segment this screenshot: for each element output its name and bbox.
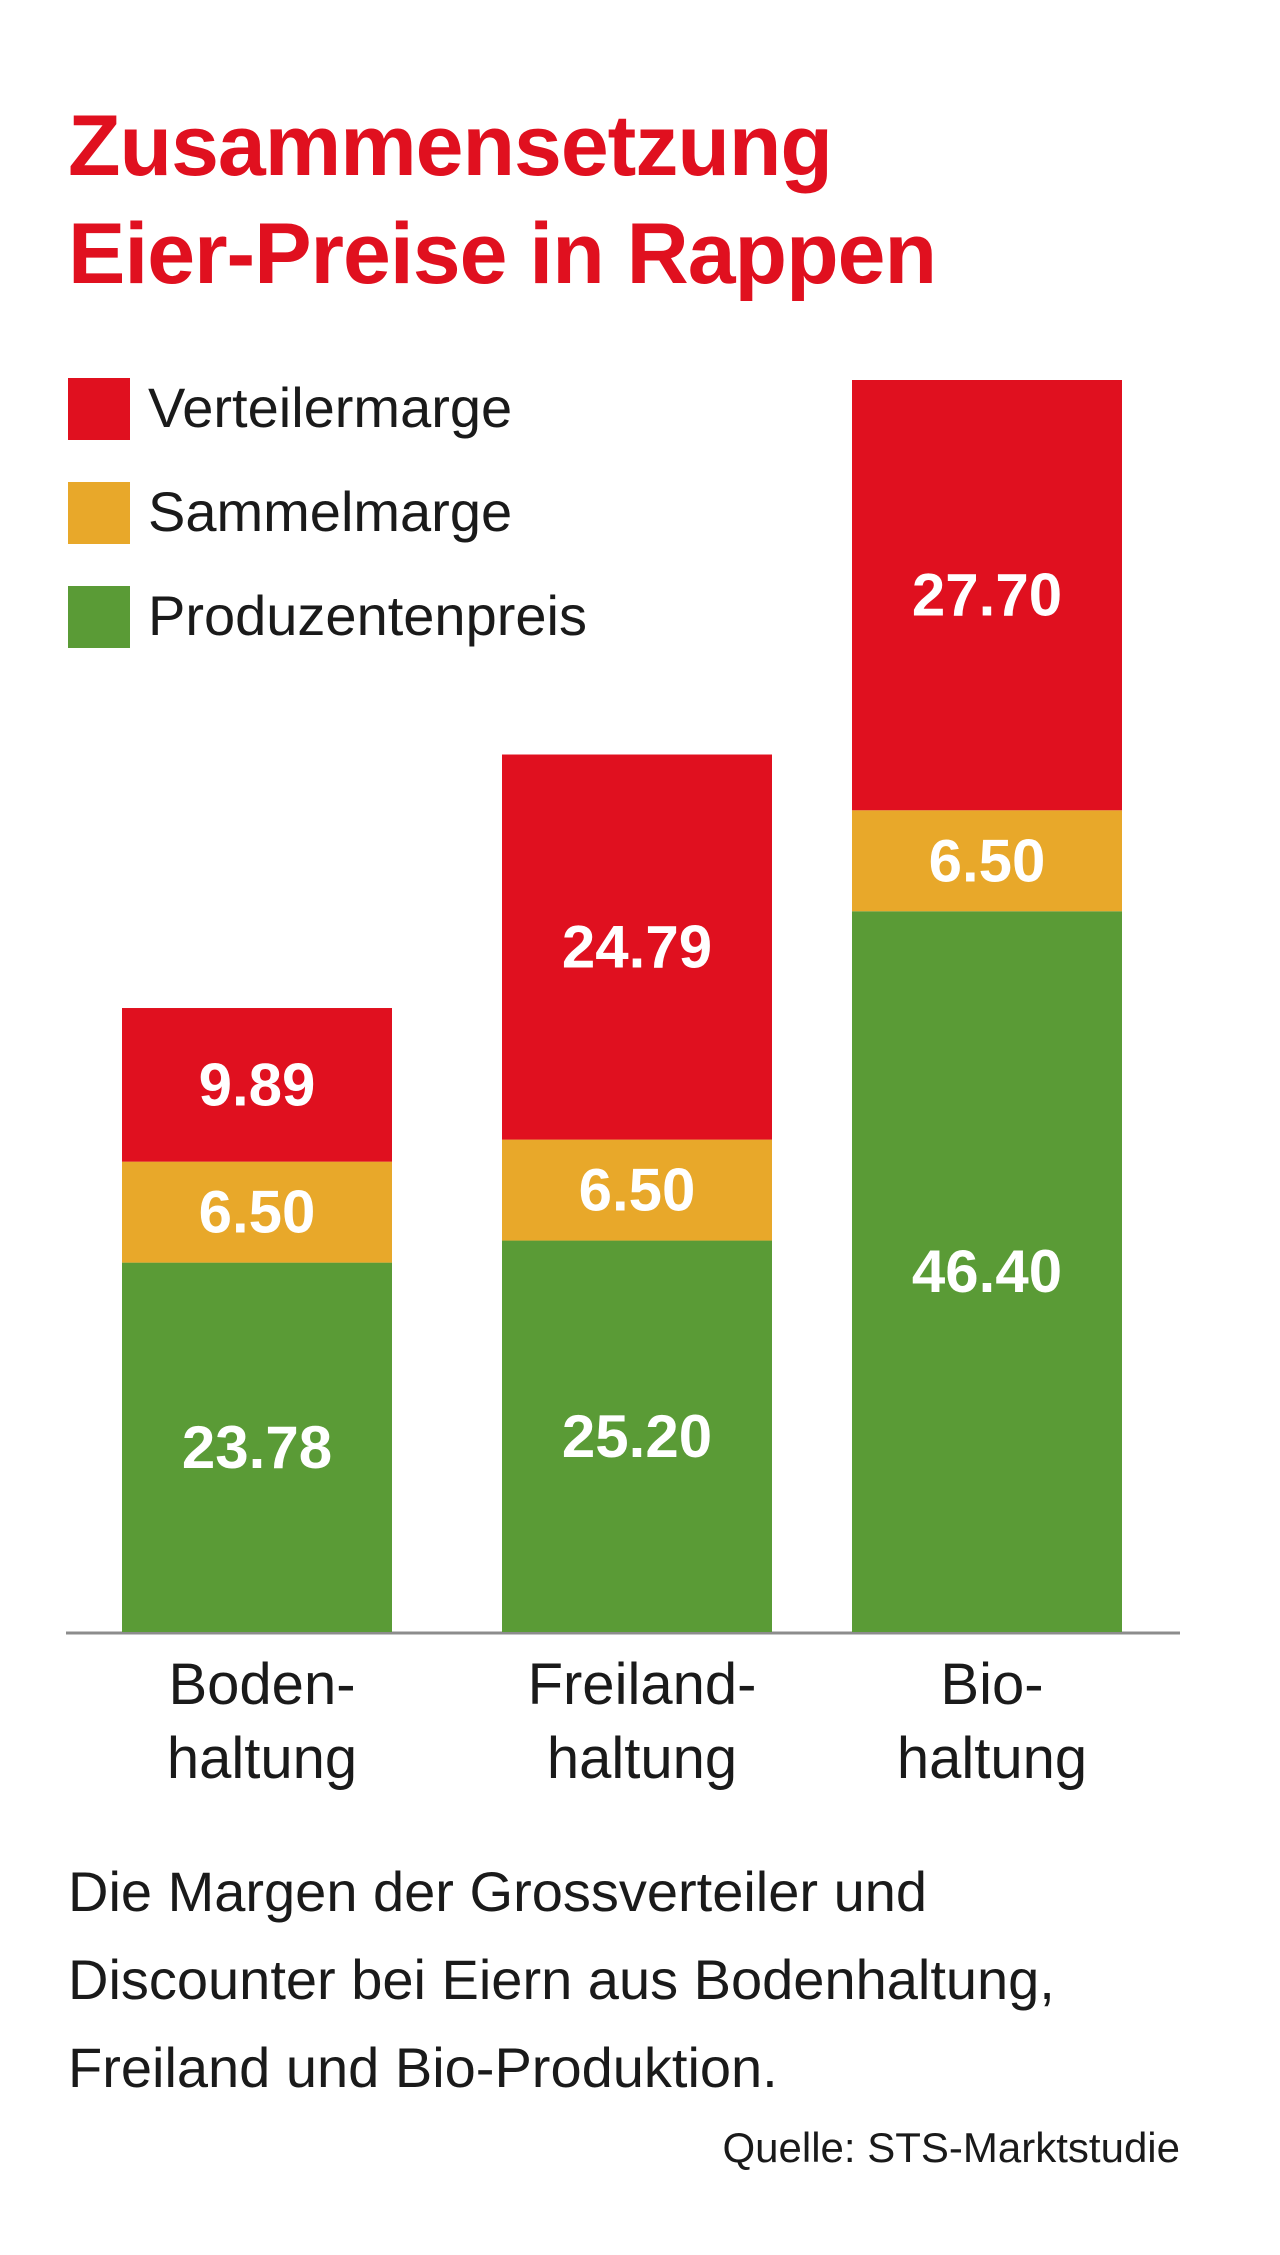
bar-segment-biohaltung-produzentenpreis — [852, 911, 1122, 1632]
bar-segment-biohaltung-verteilermarge — [852, 380, 1122, 811]
category-label-bodenhaltung-line-2: haltung — [166, 1726, 358, 1791]
caption-line-1: Die Margen der Grossverteiler und — [68, 1860, 928, 1923]
chart-title-line-1: Zusammensetzung — [68, 98, 833, 194]
bar-segment-biohaltung-sammelmarge — [852, 810, 1122, 912]
category-label-bodenhaltung-line-1: Boden- — [168, 1652, 356, 1717]
bar-segment-freilandhaltung-sammelmarge — [502, 1139, 772, 1241]
category-label-biohaltung-line-1: Bio- — [940, 1652, 1044, 1717]
data-label-bodenhaltung-sammelmarge: 6.50 — [199, 1179, 316, 1246]
caption-line-2: Discounter bei Eiern aus Bodenhaltung, — [68, 1948, 1055, 2011]
legend-label-verteilermarge: Verteilermarge — [148, 376, 513, 439]
data-label-freilandhaltung-sammelmarge: 6.50 — [579, 1157, 696, 1224]
bar-segment-bodenhaltung-produzentenpreis — [122, 1262, 392, 1632]
stacked-bar-chart: 23.78 6.50 9.89 25.20 6.50 24.79 46.40 6.50 27.7… — [66, 380, 1180, 1635]
legend-swatch-sammelmarge — [68, 482, 130, 544]
category-label-biohaltung: Bio- haltung — [822, 1648, 1162, 1796]
chart-title: Zusammensetzung Eier-Preise in Rappen — [68, 92, 937, 308]
data-label-bodenhaltung-verteilermarge: 9.89 — [199, 1051, 316, 1118]
legend-swatch-verteilermarge — [68, 378, 130, 440]
bar-segment-freilandhaltung-produzentenpreis — [502, 1240, 772, 1632]
chart-title-line-2: Eier-Preise in Rappen — [68, 206, 937, 302]
legend-label-sammelmarge: Sammelmarge — [148, 480, 513, 543]
data-label-biohaltung-produzentenpreis: 46.40 — [912, 1238, 1062, 1305]
data-label-bodenhaltung-produzentenpreis: 23.78 — [182, 1414, 332, 1481]
caption-line-3: Freiland und Bio-Produktion. — [68, 2036, 778, 2099]
category-label-freilandhaltung: Freiland- haltung — [472, 1648, 812, 1796]
data-label-biohaltung-verteilermarge: 27.70 — [912, 562, 1062, 629]
legend-swatch-produzentenpreis — [68, 586, 130, 648]
bar-segment-freilandhaltung-verteilermarge — [502, 754, 772, 1140]
bar-segment-bodenhaltung-sammelmarge — [122, 1161, 392, 1263]
category-label-biohaltung-line-2: haltung — [896, 1726, 1088, 1791]
category-label-bodenhaltung: Boden- haltung — [92, 1648, 432, 1796]
legend-label-produzentenpreis: Produzentenpreis — [148, 584, 587, 647]
category-label-freilandhaltung-line-2: haltung — [546, 1726, 738, 1791]
category-label-freilandhaltung-line-1: Freiland- — [527, 1652, 757, 1717]
chart-caption: Die Margen der Grossverteiler und Discou… — [68, 1848, 1228, 2112]
bar-segment-bodenhaltung-verteilermarge — [122, 1008, 392, 1162]
source-note: Quelle: STS-Marktstudie — [722, 2124, 1181, 2171]
data-label-freilandhaltung-verteilermarge: 24.79 — [562, 914, 712, 981]
data-label-biohaltung-sammelmarge: 6.50 — [929, 827, 1046, 894]
data-label-freilandhaltung-produzentenpreis: 25.20 — [562, 1403, 712, 1470]
